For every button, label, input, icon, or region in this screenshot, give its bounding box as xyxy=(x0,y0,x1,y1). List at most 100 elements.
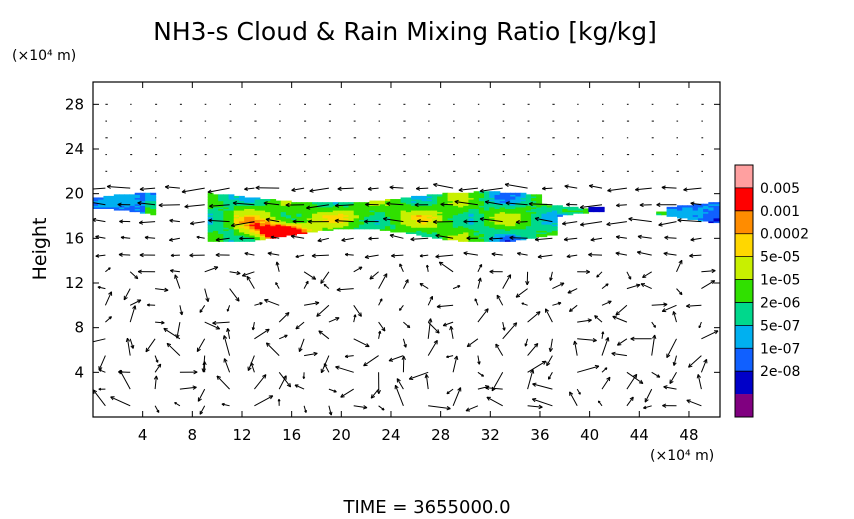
wind-vector xyxy=(683,187,702,192)
cloud-cell xyxy=(431,228,438,231)
cloud-cell xyxy=(212,234,219,238)
cloud-cell xyxy=(249,217,256,220)
cloud-cell xyxy=(223,234,230,238)
cloud-cell xyxy=(504,225,511,228)
cloud-cell xyxy=(411,197,417,200)
cloud-cell xyxy=(265,231,271,235)
cloud-cell xyxy=(332,224,339,227)
cloud-cell xyxy=(291,231,297,235)
cloud-cell xyxy=(212,231,219,235)
cloud-cell xyxy=(385,199,391,202)
cloud-cell xyxy=(703,216,709,219)
cloud-cell xyxy=(531,230,537,233)
cloud-cell xyxy=(374,206,381,209)
cloud-cell xyxy=(713,206,720,209)
x-unit-label: (×10⁴ m) xyxy=(650,448,714,464)
cloud-cell xyxy=(239,230,245,233)
cloud-cell xyxy=(249,225,256,228)
cloud-cell xyxy=(442,219,449,222)
y-tick-label: 4 xyxy=(74,363,84,381)
cloud-cell xyxy=(338,225,344,228)
cloud-cell xyxy=(520,206,527,209)
cloud-cell xyxy=(520,205,527,208)
cloud-cell xyxy=(301,216,308,219)
cloud-cell xyxy=(458,230,464,233)
wind-vector xyxy=(436,304,454,309)
cloud-cell xyxy=(525,236,532,239)
wind-vector xyxy=(637,234,652,240)
cloud-cell xyxy=(557,205,563,208)
cloud-cell xyxy=(536,224,543,227)
wind-vector xyxy=(419,254,429,258)
cloud-cell xyxy=(431,217,438,220)
cloud-cell xyxy=(718,217,720,220)
cloud-cell xyxy=(504,214,511,217)
cloud-cell xyxy=(687,205,694,208)
wind-vector xyxy=(664,235,677,240)
cloud-cell xyxy=(296,225,303,228)
cloud-cell xyxy=(233,213,240,216)
cloud-cell xyxy=(484,219,490,222)
cloud-cell xyxy=(499,200,506,203)
cloud-cell xyxy=(666,211,673,214)
cloud-cell xyxy=(687,217,694,220)
wind-vector xyxy=(669,372,677,385)
cloud-cell xyxy=(531,200,537,203)
cloud-cell xyxy=(677,205,683,208)
cloud-cell xyxy=(447,202,454,205)
cloud-cell xyxy=(504,216,511,219)
cloud-cell xyxy=(442,206,449,209)
cloud-cell xyxy=(233,239,240,242)
cloud-cell xyxy=(515,216,522,219)
cloud-cell xyxy=(244,236,251,239)
cloud-cell xyxy=(301,213,308,216)
cloud-cell xyxy=(218,194,224,197)
cloud-cell xyxy=(322,213,329,216)
cloud-cell xyxy=(212,220,219,224)
cloud-cell xyxy=(478,200,485,203)
cloud-cell xyxy=(218,236,224,239)
cloud-cell xyxy=(510,222,516,225)
wind-vector xyxy=(615,235,627,240)
cloud-cell xyxy=(239,203,245,206)
cloud-cell xyxy=(426,227,433,230)
cloud-cell xyxy=(478,192,485,195)
cloud-cell xyxy=(223,239,230,242)
cloud-cell xyxy=(228,230,235,233)
cloud-cell xyxy=(374,211,381,214)
cloud-cell xyxy=(494,205,501,208)
cloud-cell xyxy=(270,224,277,227)
cloud-cell xyxy=(525,219,532,222)
cloud-cell xyxy=(489,209,496,213)
wind-vector xyxy=(179,305,184,316)
cloud-cell xyxy=(228,220,235,224)
cloud-cell xyxy=(145,192,151,195)
cloud-cell xyxy=(442,228,449,231)
wind-vector xyxy=(548,372,553,380)
cloud-cell xyxy=(343,206,350,209)
cloud-cell xyxy=(536,225,543,228)
wind-vector xyxy=(666,338,677,359)
wind-vector xyxy=(323,283,330,289)
cloud-cell xyxy=(145,195,151,199)
cloud-cell xyxy=(322,225,329,228)
wind-vector xyxy=(197,388,206,402)
wind-vector xyxy=(105,316,112,323)
cloud-cell xyxy=(557,208,563,211)
cloud-cell xyxy=(478,222,485,225)
cloud-cell xyxy=(390,213,397,216)
wind-vector xyxy=(690,237,702,242)
cloud-cell xyxy=(499,208,506,211)
wind-vector xyxy=(640,283,652,290)
wind-vector xyxy=(117,202,131,207)
cloud-cell xyxy=(280,208,287,211)
cloud-cell xyxy=(390,205,397,208)
cloud-cell xyxy=(301,217,308,220)
cloud-cell xyxy=(327,211,334,214)
cloud-cell xyxy=(541,234,548,238)
wind-vector xyxy=(144,235,156,240)
cloud-cell xyxy=(348,216,355,219)
cloud-cell xyxy=(139,195,146,199)
cloud-cell xyxy=(447,225,454,228)
cloud-cell xyxy=(468,216,475,219)
